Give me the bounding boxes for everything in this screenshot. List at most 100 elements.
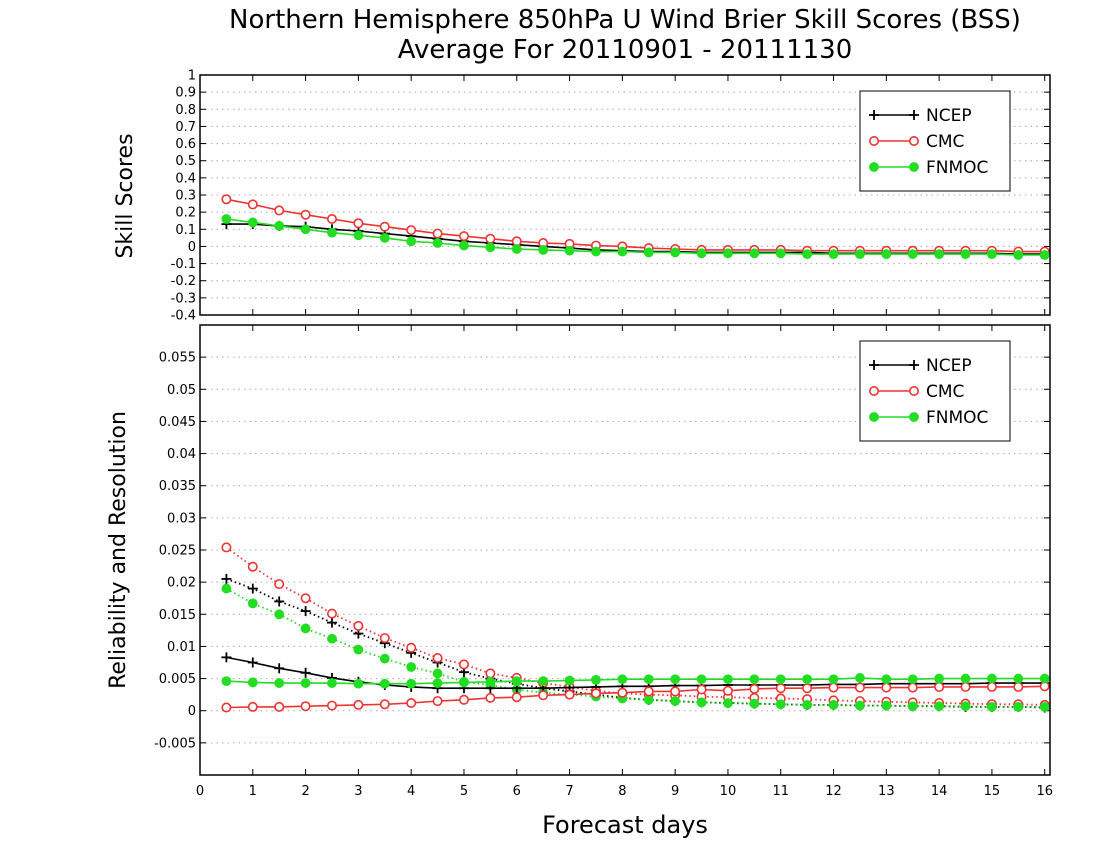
data-point-fnmoc bbox=[511, 244, 522, 254]
data-point-fnmoc bbox=[432, 238, 443, 248]
x-tick-label: 13 bbox=[878, 784, 895, 799]
x-tick-label: 7 bbox=[565, 784, 573, 799]
data-point-cmc bbox=[274, 701, 285, 712]
y-tick-label: 0.045 bbox=[159, 415, 196, 430]
data-point-ncep bbox=[300, 606, 311, 617]
legend: NCEP CMC FNMOC bbox=[859, 340, 1011, 442]
data-point-fnmoc bbox=[406, 236, 417, 247]
reliability-resolution-panel: -0.005 0 0.005 0.01 0.015 0.02 0.025 0.03 0.035 0… bbox=[154, 324, 1053, 799]
data-point-fnmoc bbox=[221, 214, 232, 224]
y-tick-label: 0.04 bbox=[167, 447, 196, 462]
data-point-cmc bbox=[511, 692, 522, 703]
legend-marker bbox=[868, 385, 879, 396]
series-line-cmc-solid bbox=[226, 685, 1045, 709]
data-point-fnmoc bbox=[1013, 701, 1024, 712]
data-point-cmc bbox=[247, 701, 258, 712]
data-point-fnmoc bbox=[221, 676, 232, 687]
data-point-cmc bbox=[934, 681, 945, 692]
series-line-cmc bbox=[226, 198, 1045, 253]
x-tick-label: 3 bbox=[354, 784, 362, 799]
data-point-fnmoc bbox=[670, 674, 681, 685]
data-point-fnmoc bbox=[987, 673, 997, 684]
data-point-fnmoc bbox=[643, 247, 654, 258]
x-tick-label: 16 bbox=[1036, 784, 1053, 799]
data-point-fnmoc bbox=[881, 674, 892, 685]
legend-marker bbox=[909, 360, 919, 370]
data-point-fnmoc bbox=[617, 246, 628, 257]
series-line-ncep-dotted bbox=[226, 578, 1045, 709]
data-point-ncep bbox=[247, 657, 258, 668]
data-point-cmc bbox=[485, 668, 496, 679]
y-tick-label: 0.005 bbox=[159, 672, 196, 687]
y-tick-label: -0.005 bbox=[154, 736, 196, 751]
data-point-fnmoc bbox=[564, 675, 575, 686]
y-tick-label: 0.7 bbox=[175, 120, 196, 135]
data-point-cmc bbox=[986, 681, 997, 692]
data-point-fnmoc bbox=[907, 249, 918, 260]
data-point-cmc bbox=[379, 221, 390, 232]
y-tick-label: 0.03 bbox=[167, 511, 196, 526]
data-point-cmc bbox=[300, 593, 311, 604]
chart-subtitle: Average For 20110901 - 20111130 bbox=[398, 35, 853, 65]
data-point-cmc bbox=[353, 218, 364, 229]
data-point-fnmoc bbox=[300, 224, 311, 235]
data-point-fnmoc bbox=[960, 249, 971, 260]
y-tick-label: 0.8 bbox=[175, 103, 196, 118]
data-point-fnmoc bbox=[247, 598, 258, 609]
y-tick-label: 0.055 bbox=[159, 351, 196, 366]
data-point-fnmoc bbox=[591, 246, 601, 257]
data-point-cmc bbox=[907, 682, 918, 693]
data-point-cmc bbox=[379, 699, 390, 710]
data-point-fnmoc bbox=[802, 249, 813, 260]
data-point-ncep bbox=[247, 583, 258, 594]
data-point-fnmoc bbox=[353, 230, 364, 241]
data-point-fnmoc bbox=[855, 673, 865, 683]
legend-marker bbox=[909, 162, 919, 172]
data-point-fnmoc bbox=[459, 677, 469, 688]
data-point-fnmoc bbox=[670, 696, 681, 706]
data-point-cmc bbox=[564, 689, 575, 700]
x-tick-label: 14 bbox=[931, 784, 948, 799]
data-point-fnmoc bbox=[1013, 673, 1024, 684]
y-tick-label: 0.1 bbox=[175, 223, 196, 238]
y-tick-label: 0.4 bbox=[175, 171, 196, 186]
data-point-fnmoc bbox=[802, 700, 813, 710]
legend-label-cmc: CMC bbox=[926, 132, 964, 152]
legend-label-ncep: NCEP bbox=[926, 106, 972, 126]
data-point-fnmoc bbox=[696, 697, 707, 708]
data-point-fnmoc bbox=[670, 247, 681, 258]
data-point-cmc bbox=[247, 199, 258, 210]
data-point-fnmoc bbox=[591, 674, 601, 685]
y-tick-label: -0.4 bbox=[171, 309, 196, 324]
y-tick-label: -0.1 bbox=[171, 257, 196, 272]
data-point-cmc bbox=[300, 209, 311, 220]
data-point-fnmoc bbox=[749, 698, 760, 709]
data-point-fnmoc bbox=[327, 633, 337, 644]
series-line-fnmoc-dotted bbox=[225, 587, 1045, 708]
data-point-fnmoc bbox=[775, 699, 786, 710]
data-point-fnmoc bbox=[617, 674, 628, 685]
data-point-fnmoc bbox=[987, 249, 997, 260]
data-point-fnmoc bbox=[353, 644, 364, 655]
legend-marker bbox=[909, 110, 919, 120]
x-tick-label: 15 bbox=[984, 784, 1001, 799]
y-tick-label: -0.2 bbox=[171, 274, 196, 289]
data-point-cmc bbox=[247, 561, 258, 572]
y-tick-label: 0.6 bbox=[175, 137, 196, 152]
x-tick-label: 0 bbox=[196, 784, 204, 799]
legend-label-fnmoc: FNMOC bbox=[926, 158, 988, 178]
data-point-fnmoc bbox=[538, 244, 549, 255]
data-point-ncep bbox=[221, 652, 232, 663]
data-point-cmc bbox=[432, 652, 443, 663]
data-point-fnmoc bbox=[881, 700, 892, 711]
legend-marker bbox=[869, 110, 879, 120]
data-point-cmc bbox=[854, 682, 865, 693]
data-point-ncep bbox=[326, 617, 337, 628]
series-line-cmc-dotted bbox=[225, 546, 1045, 706]
data-point-fnmoc bbox=[723, 698, 733, 708]
data-point-fnmoc bbox=[907, 674, 918, 685]
data-point-fnmoc bbox=[775, 674, 786, 685]
data-point-fnmoc bbox=[749, 674, 760, 685]
data-point-fnmoc bbox=[855, 249, 865, 260]
data-point-cmc bbox=[221, 194, 232, 205]
